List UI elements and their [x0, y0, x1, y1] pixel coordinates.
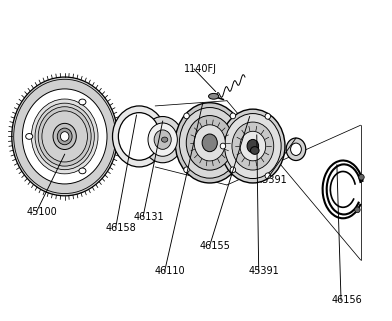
- Ellipse shape: [359, 174, 364, 180]
- Ellipse shape: [9, 74, 121, 199]
- Text: 46156: 46156: [331, 295, 362, 305]
- Ellipse shape: [26, 134, 33, 139]
- Ellipse shape: [42, 111, 87, 162]
- Ellipse shape: [162, 137, 168, 142]
- Text: 46158: 46158: [106, 223, 136, 233]
- Ellipse shape: [79, 99, 86, 105]
- Ellipse shape: [142, 117, 183, 163]
- Ellipse shape: [232, 122, 274, 170]
- Ellipse shape: [186, 116, 233, 170]
- Ellipse shape: [35, 103, 94, 170]
- Ellipse shape: [355, 207, 360, 213]
- Text: 46155: 46155: [200, 240, 231, 251]
- Ellipse shape: [113, 106, 166, 167]
- Text: 45391: 45391: [257, 175, 287, 185]
- Ellipse shape: [265, 173, 270, 179]
- Ellipse shape: [265, 113, 270, 119]
- Text: 45100: 45100: [27, 207, 57, 217]
- Ellipse shape: [290, 143, 301, 155]
- Ellipse shape: [220, 143, 226, 149]
- Text: 46110: 46110: [155, 266, 185, 276]
- Ellipse shape: [31, 99, 98, 174]
- Text: 46131: 46131: [133, 212, 164, 222]
- Ellipse shape: [225, 114, 281, 178]
- Ellipse shape: [250, 147, 259, 154]
- Ellipse shape: [202, 134, 217, 152]
- Ellipse shape: [230, 167, 236, 173]
- Ellipse shape: [148, 123, 177, 156]
- Ellipse shape: [22, 89, 107, 184]
- Ellipse shape: [57, 128, 72, 145]
- Ellipse shape: [60, 132, 69, 141]
- Ellipse shape: [180, 108, 240, 178]
- Ellipse shape: [154, 130, 171, 149]
- Text: 45391: 45391: [249, 266, 279, 276]
- Ellipse shape: [175, 103, 244, 183]
- Ellipse shape: [184, 113, 189, 119]
- Ellipse shape: [240, 131, 266, 161]
- Ellipse shape: [12, 77, 118, 196]
- Ellipse shape: [184, 167, 189, 173]
- Ellipse shape: [194, 125, 225, 161]
- Ellipse shape: [118, 113, 160, 160]
- Ellipse shape: [221, 109, 285, 183]
- Text: 1140FJ: 1140FJ: [184, 64, 217, 74]
- Ellipse shape: [286, 138, 306, 160]
- Ellipse shape: [38, 107, 91, 166]
- Ellipse shape: [247, 139, 259, 153]
- Ellipse shape: [209, 93, 219, 99]
- Ellipse shape: [79, 168, 86, 174]
- Ellipse shape: [53, 123, 76, 150]
- Ellipse shape: [230, 113, 236, 119]
